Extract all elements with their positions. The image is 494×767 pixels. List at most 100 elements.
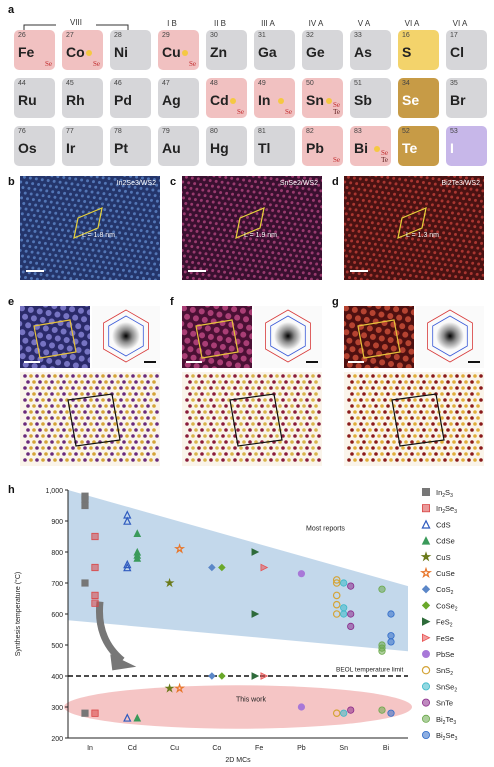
data-point (422, 537, 429, 544)
data-point (422, 602, 429, 609)
panel-label-b: b (8, 176, 15, 188)
stem-zoom-1 (20, 306, 90, 368)
data-point (341, 580, 347, 586)
element-symbol: Cd (210, 92, 229, 108)
legend-label: SnTe (436, 699, 453, 708)
y-axis-label: Synthesis temperature (°C) (14, 572, 22, 657)
group-header-va: V A (344, 19, 384, 28)
panel-label-f: f (170, 296, 174, 308)
stem-zoom-3 (344, 306, 414, 368)
element-number: 79 (162, 128, 170, 135)
atomic-model-2 (182, 372, 322, 466)
element-number: 46 (114, 80, 122, 87)
element-number: 80 (210, 128, 218, 135)
lattice-constant-label: L = 1.3 nm (406, 232, 439, 239)
data-point (92, 600, 98, 606)
selected-dot-icon (86, 50, 92, 56)
legend-entry: PbSe (422, 650, 454, 659)
element-number: 28 (114, 32, 122, 39)
legend-label: Bi2Te3 (436, 715, 456, 726)
atomic-lattice (20, 372, 160, 466)
y-tick-label: 1,000 (45, 488, 63, 495)
legend-entry: SnS2 (422, 666, 453, 677)
data-point (82, 496, 88, 502)
data-point (422, 488, 429, 495)
data-point (341, 710, 347, 716)
lattice-pattern (182, 176, 322, 280)
legend-entry: In2Se3 (422, 504, 457, 515)
data-point (82, 502, 88, 508)
legend-label: In2Se3 (436, 504, 457, 515)
legend-label: SnS2 (436, 666, 453, 677)
panel-label-c: c (170, 176, 176, 188)
lattice-pattern (20, 176, 160, 280)
x-tick-label: Co (212, 745, 221, 752)
element-number: 45 (66, 80, 74, 87)
element-symbol: Sn (306, 92, 324, 108)
chalcogen-mark: Se (93, 60, 100, 68)
fft-hexagons (254, 306, 322, 368)
data-point (422, 569, 430, 577)
x-axis-label: 2D MCs (225, 757, 251, 762)
legend-entry: CuS (422, 553, 451, 562)
data-point (422, 505, 429, 512)
atomic-lattice (182, 372, 322, 466)
element-symbol: As (354, 44, 372, 60)
element-number: 17 (450, 32, 458, 39)
scale-bar (468, 361, 480, 363)
element-number: 35 (450, 80, 458, 87)
heterostructure-label: Bi2Te3/WS2 (441, 180, 480, 187)
legend-label: CuSe (436, 569, 455, 578)
legend-label: In2S3 (436, 488, 453, 499)
data-point (388, 710, 394, 716)
data-point (92, 592, 98, 598)
data-point (209, 673, 215, 679)
group-header-via: VI A (392, 19, 432, 28)
legend-entry: In2S3 (422, 488, 453, 499)
element-number: 81 (258, 128, 266, 135)
x-tick-label: Fe (255, 745, 263, 752)
legend-label: CoSe2 (436, 601, 458, 612)
data-point (388, 633, 394, 639)
y-tick-label: 600 (51, 612, 63, 619)
data-point (348, 707, 354, 713)
element-number: 47 (162, 80, 170, 87)
y-tick-label: 500 (51, 643, 63, 650)
legend-entry: SnTe (422, 699, 453, 708)
data-point (92, 533, 98, 539)
element-symbol: Os (18, 140, 37, 156)
element-number: 78 (114, 128, 122, 135)
legend-entry: CdSe (422, 537, 454, 546)
legend-label: FeS2 (436, 618, 453, 629)
element-symbol: Ni (114, 44, 128, 60)
element-symbol: Te (402, 140, 417, 156)
data-point (422, 731, 429, 738)
element-symbol: Ir (66, 140, 75, 156)
element-symbol: Br (450, 92, 466, 108)
legend-entry: CuSe (422, 569, 455, 578)
legend-label: CuS (436, 553, 451, 562)
data-point (422, 699, 429, 706)
element-symbol: Pb (306, 140, 324, 156)
panel-label-e: e (8, 296, 14, 308)
group-header-viii: VIII (56, 18, 96, 27)
x-tick-label: In (87, 745, 93, 752)
element-cell-ni: 28 Ni (110, 30, 151, 70)
x-tick-label: Bi (383, 745, 390, 752)
element-number: 49 (258, 80, 266, 87)
scale-bar (186, 361, 202, 363)
element-number: 48 (210, 80, 218, 87)
